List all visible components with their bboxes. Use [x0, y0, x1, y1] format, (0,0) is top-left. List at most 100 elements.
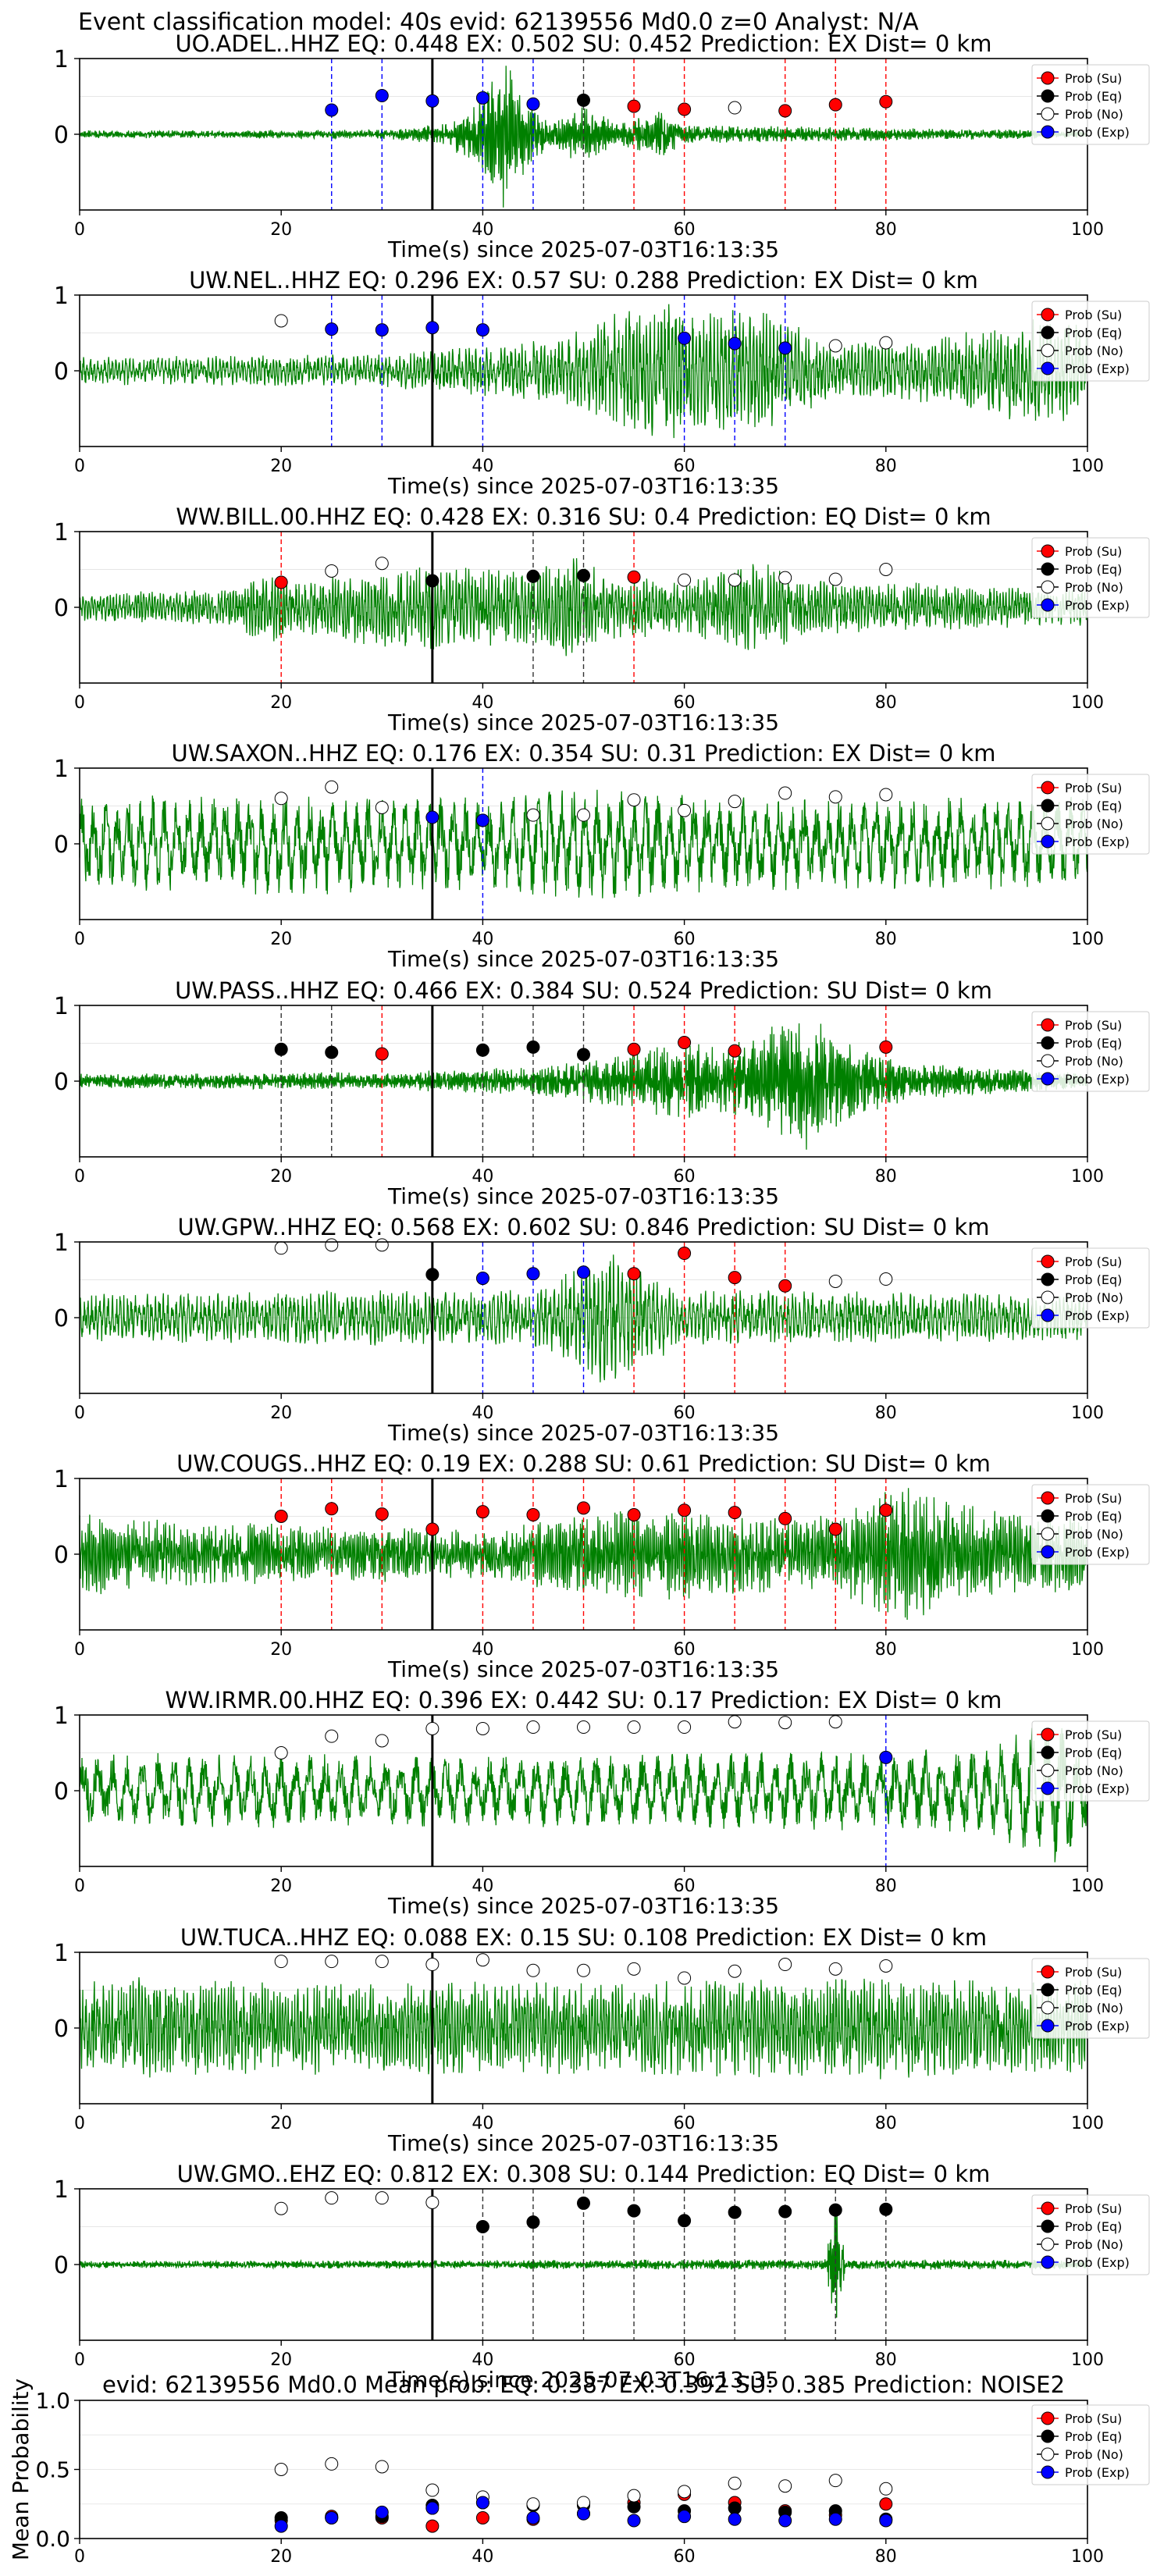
x-tick-label: 100	[1071, 1640, 1104, 1660]
prob-point-su	[274, 575, 288, 589]
legend-label: Prob (Su)	[1065, 1254, 1122, 1269]
y-tick-label: 0.5	[35, 2457, 70, 2483]
mean-point-no	[325, 2457, 339, 2471]
legend-label: Prob (Su)	[1065, 1491, 1122, 1506]
prob-point-eq	[728, 2205, 742, 2219]
mean-point-exp	[375, 2505, 389, 2519]
panel-8: WW.IRMR.00.HHZ EQ: 0.396 EX: 0.442 SU: 0…	[54, 1687, 1150, 1919]
x-axis-label: Time(s) since 2025-07-03T16:13:35	[387, 1893, 779, 1919]
waveform-trace	[79, 1976, 1088, 2080]
prob-point-no	[778, 786, 792, 800]
x-tick-label: 60	[674, 2114, 696, 2133]
prob-point-no	[475, 1953, 489, 1967]
prob-point-su	[526, 1508, 540, 1522]
legend-marker-exp	[1041, 834, 1055, 849]
legend-box	[1031, 2404, 1150, 2485]
x-tick-label: 60	[674, 220, 696, 240]
prob-point-no	[879, 1272, 893, 1286]
prob-point-no	[778, 571, 792, 585]
prob-point-no	[274, 314, 288, 328]
x-tick-label: 80	[875, 1640, 897, 1660]
panel-title: WW.BILL.00.HHZ EQ: 0.428 EX: 0.316 SU: 0…	[176, 503, 991, 530]
x-tick-label: 100	[1071, 2114, 1104, 2133]
prob-point-no	[274, 1746, 288, 1759]
x-tick-label: 80	[875, 1877, 897, 1896]
prob-point-no	[375, 1955, 389, 1969]
mean-point-no	[627, 2489, 641, 2503]
legend-marker-eq	[1041, 799, 1055, 813]
prob-point-no	[325, 564, 339, 578]
legend-label: Prob (No)	[1065, 1763, 1123, 1778]
legend-box	[1031, 537, 1150, 618]
legend-box	[1031, 1720, 1150, 1802]
prob-point-exp	[778, 341, 792, 355]
panel-title: WW.IRMR.00.HHZ EQ: 0.396 EX: 0.442 SU: 0…	[166, 1687, 1002, 1713]
legend-label: Prob (Exp)	[1065, 2255, 1130, 2270]
x-tick-label: 60	[674, 2350, 696, 2370]
legend-label: Prob (Eq)	[1065, 1745, 1122, 1760]
y-tick-label: 1	[54, 1229, 69, 1257]
prob-point-exp	[879, 1750, 893, 1764]
legend-marker-exp	[1041, 2019, 1055, 2033]
legend-label: Prob (No)	[1065, 580, 1123, 595]
prob-point-exp	[678, 331, 692, 345]
x-tick-label: 80	[875, 930, 897, 949]
legend-marker-no	[1041, 817, 1055, 831]
prob-point-su	[879, 1503, 893, 1517]
x-axis-label: Time(s) since 2025-07-03T16:13:35	[387, 946, 779, 972]
y-tick-label: 1.0	[35, 2388, 70, 2414]
prob-point-no	[274, 1955, 288, 1969]
x-tick-label: 80	[875, 1167, 897, 1187]
legend-marker-su	[1041, 1727, 1055, 1742]
prob-point-eq	[526, 2215, 540, 2229]
prob-point-su	[778, 1279, 792, 1293]
legend-box	[1031, 64, 1150, 145]
legend-box	[1031, 774, 1150, 855]
legend-marker-su	[1041, 1018, 1055, 1032]
prob-point-eq	[274, 1042, 288, 1056]
mean-point-exp	[475, 2496, 489, 2510]
prob-point-su	[627, 99, 641, 113]
mean-point-no	[778, 2479, 792, 2493]
x-tick-label: 80	[875, 1404, 897, 1423]
prob-point-su	[425, 1522, 440, 1536]
legend-label: Prob (No)	[1065, 817, 1123, 831]
x-tick-label: 100	[1071, 1877, 1104, 1896]
panel-3: WW.BILL.00.HHZ EQ: 0.428 EX: 0.316 SU: 0…	[54, 503, 1150, 735]
legend-label: Prob (No)	[1065, 1527, 1123, 1542]
prob-point-no	[879, 336, 893, 350]
mean-point-no	[678, 2485, 692, 2499]
legend-marker-su	[1041, 1965, 1055, 1979]
legend-marker-no	[1041, 2237, 1055, 2251]
prob-point-no	[678, 1720, 692, 1735]
x-tick-label: 80	[875, 2114, 897, 2133]
x-tick-label: 40	[472, 2547, 493, 2567]
legend-marker-su	[1041, 1254, 1055, 1268]
legend-label: Prob (Su)	[1065, 1727, 1122, 1742]
x-tick-label: 60	[674, 457, 696, 476]
legend-marker-no	[1041, 2001, 1055, 2015]
legend-label: Prob (Exp)	[1065, 834, 1130, 849]
legend-marker-su	[1041, 2201, 1055, 2215]
prob-point-exp	[425, 321, 440, 335]
legend-label: Prob (Eq)	[1065, 2219, 1122, 2234]
mean-point-exp	[879, 2514, 893, 2528]
prob-point-no	[728, 1715, 742, 1729]
prob-point-su	[678, 1247, 692, 1261]
prob-point-no	[828, 339, 842, 353]
legend-label: Prob (Exp)	[1065, 1072, 1130, 1087]
prob-point-su	[627, 1267, 641, 1281]
prob-point-no	[375, 2191, 389, 2205]
mean-point-su	[475, 2510, 489, 2524]
prob-point-no	[879, 563, 893, 576]
legend-label: Prob (Su)	[1065, 781, 1122, 795]
x-axis-label: Time(s) since 2025-07-03T16:13:35	[387, 710, 779, 735]
legend-label: Prob (Eq)	[1065, 89, 1122, 104]
legend-label: Prob (Eq)	[1065, 2429, 1122, 2444]
prob-point-eq	[828, 2203, 842, 2217]
mean-point-exp	[274, 2519, 288, 2533]
prob-point-su	[475, 1505, 489, 1519]
prob-point-su	[828, 98, 842, 112]
x-tick-label: 20	[270, 693, 292, 713]
x-tick-label: 60	[674, 693, 696, 713]
